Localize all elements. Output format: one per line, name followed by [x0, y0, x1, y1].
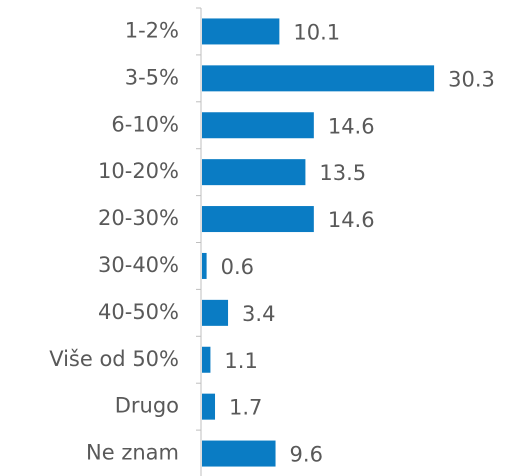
bar — [202, 65, 435, 92]
category-label: 3-5% — [125, 65, 179, 89]
value-label: 3.4 — [242, 302, 275, 326]
category-label: 10-20% — [98, 159, 179, 183]
bar — [202, 252, 207, 279]
bar — [202, 206, 314, 233]
bar — [202, 18, 280, 45]
value-label: 14.6 — [328, 208, 375, 232]
bar — [202, 159, 306, 186]
bar — [202, 112, 314, 139]
bar — [202, 346, 211, 373]
bar — [202, 299, 229, 326]
category-label: Ne znam — [86, 441, 179, 465]
value-label: 0.6 — [221, 255, 254, 279]
value-label: 30.3 — [448, 67, 495, 91]
category-label: 30-40% — [98, 253, 179, 277]
category-label: 20-30% — [98, 206, 179, 230]
category-label: 1-2% — [125, 18, 179, 42]
category-label: Drugo — [115, 394, 179, 418]
category-label: Više od 50% — [49, 347, 179, 371]
bar — [202, 440, 276, 467]
value-label: 13.5 — [319, 161, 366, 185]
value-label: 10.1 — [293, 20, 340, 44]
value-label: 1.1 — [224, 349, 257, 373]
category-label: 6-10% — [111, 112, 179, 136]
value-label: 14.6 — [328, 114, 375, 138]
bar — [202, 393, 216, 420]
category-label: 40-50% — [98, 300, 179, 324]
value-label: 9.6 — [290, 443, 323, 467]
value-label: 1.7 — [229, 396, 262, 420]
